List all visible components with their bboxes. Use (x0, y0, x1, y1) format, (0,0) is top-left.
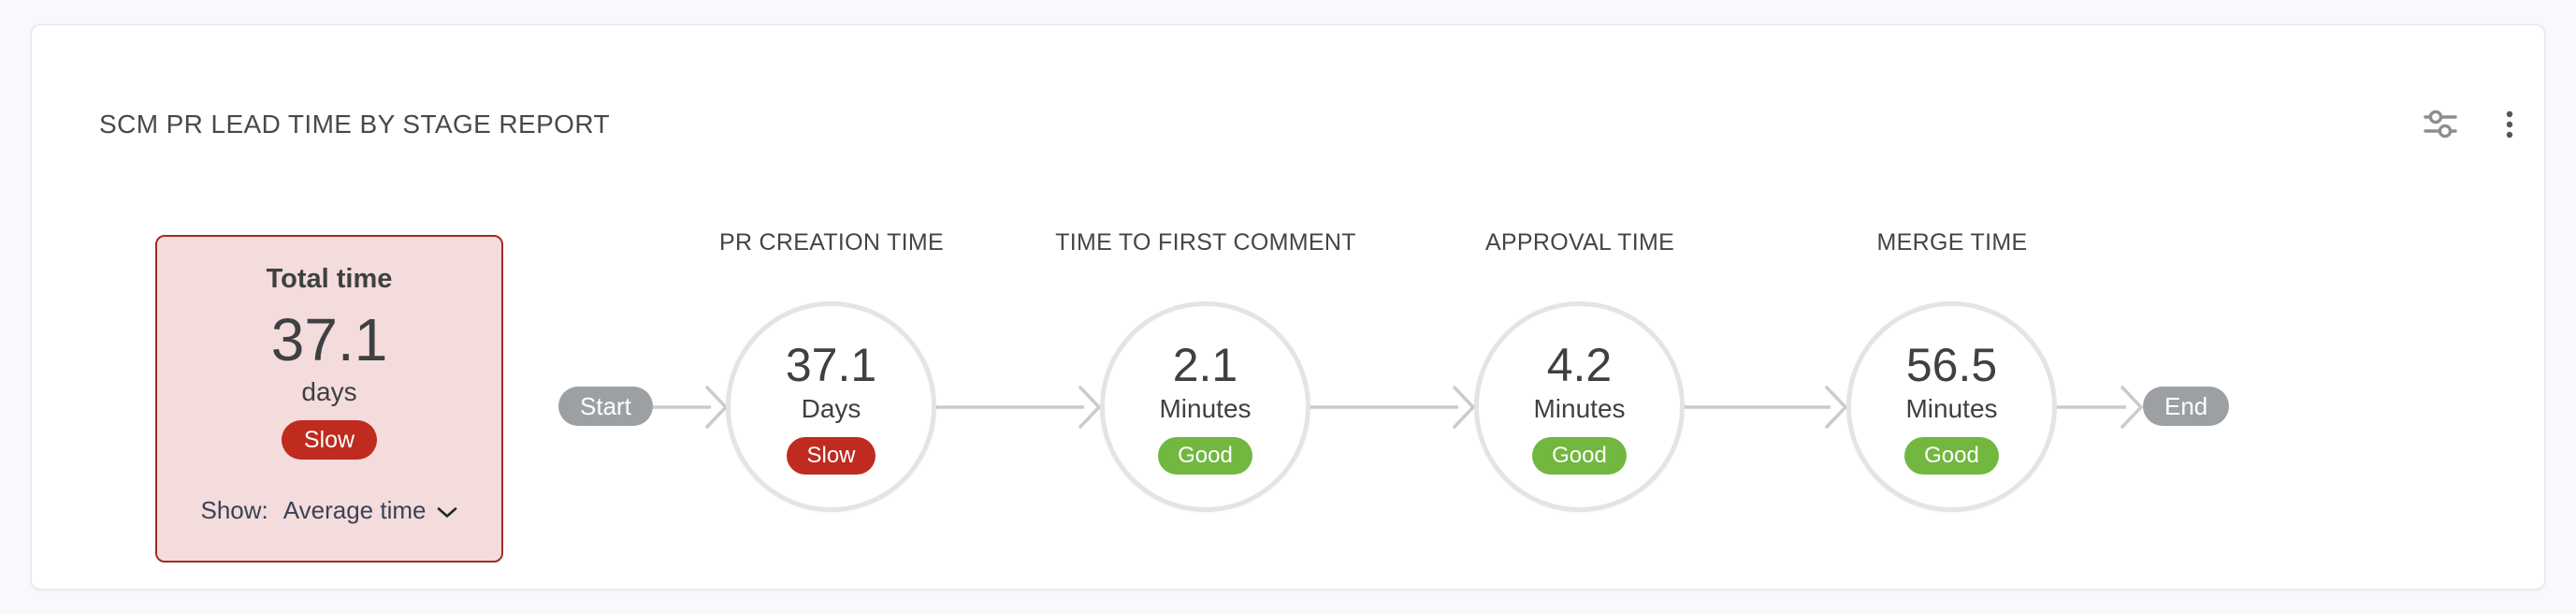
show-row: Show: Average time (201, 495, 458, 525)
stage-label-time-to-first-comment: TIME TO FIRST COMMENT (1055, 229, 1356, 256)
flow-arrow (1310, 386, 1475, 429)
more-options-button[interactable] (2488, 104, 2531, 147)
stage-label-merge-time: MERGE TIME (1876, 229, 2028, 256)
end-node: End (2143, 387, 2230, 426)
stage-unit: Minutes (1905, 393, 1998, 423)
stage-status-badge: Slow (787, 436, 876, 475)
stage-node-pr-creation-time: 37.1 Days Slow (726, 301, 936, 512)
flow-arrow (936, 386, 1101, 429)
stage-value: 37.1 (785, 338, 877, 391)
report-card: SCM PR LEAD TIME BY STAGE REPORT (31, 24, 2545, 590)
flow-arrow (1685, 386, 1847, 429)
show-dropdown-value: Average time (282, 496, 427, 524)
stage-node-merge-time: 56.5 Minutes Good (1846, 301, 2057, 512)
chevron-down-icon (437, 495, 457, 525)
stage-value: 2.1 (1172, 338, 1238, 391)
stage-node-approval-time: 4.2 Minutes Good (1474, 301, 1685, 512)
stage-node-time-to-first-comment: 2.1 Minutes Good (1100, 301, 1310, 512)
kebab-menu-icon (2493, 108, 2526, 144)
stage-status-badge: Good (1904, 436, 1999, 475)
start-node: Start (558, 387, 653, 426)
stage-unit: Days (801, 393, 861, 423)
stage-value: 4.2 (1546, 338, 1613, 391)
total-time-unit: days (301, 377, 357, 406)
flow-arrow (2057, 386, 2143, 429)
filter-settings-button[interactable] (2419, 104, 2462, 147)
stage-label-approval-time: APPROVAL TIME (1484, 229, 1675, 256)
stage-status-badge: Good (1158, 436, 1252, 475)
page-title: SCM PR LEAD TIME BY STAGE REPORT (99, 110, 610, 139)
flow-arrow (649, 386, 728, 429)
average-time-dropdown[interactable]: Average time (283, 495, 458, 525)
stage-status-badge: Good (1532, 436, 1627, 475)
total-time-value: 37.1 (270, 306, 388, 373)
stage-label-pr-creation-time: PR CREATION TIME (718, 229, 944, 256)
stage-value: 56.5 (1905, 338, 1998, 391)
total-time-status-badge: Slow (281, 420, 378, 460)
stage-unit: Minutes (1159, 393, 1252, 423)
stage-unit: Minutes (1533, 393, 1626, 423)
total-time-card: Total time 37.1 days Slow Show: Average … (155, 235, 503, 563)
sliders-icon (2424, 108, 2457, 144)
total-time-title: Total time (266, 264, 393, 294)
show-label: Show: (200, 496, 268, 524)
